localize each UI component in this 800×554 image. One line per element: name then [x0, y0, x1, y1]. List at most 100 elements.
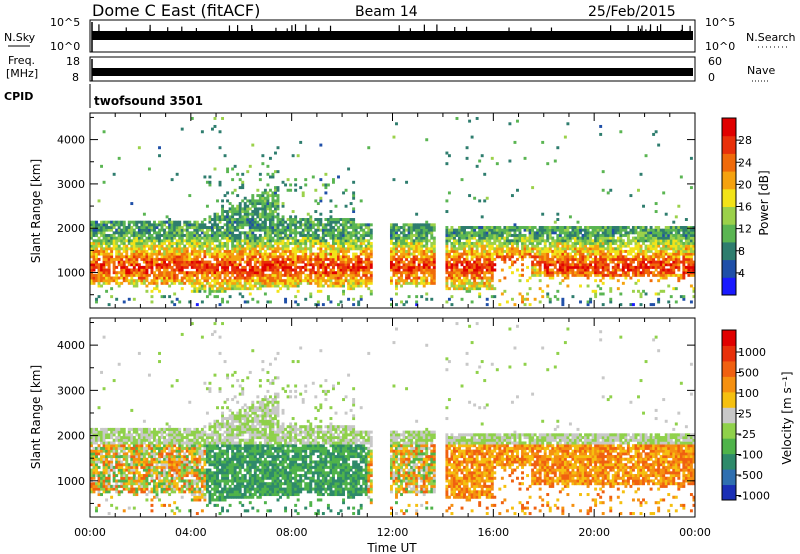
- power-cell: [286, 255, 290, 259]
- power-cell: [266, 255, 270, 259]
- power-cell: [311, 220, 315, 224]
- power-cell: [616, 257, 620, 261]
- power-cell: [349, 236, 353, 240]
- power-cell: [274, 239, 277, 243]
- power-cell: [299, 233, 303, 237]
- power-cell: [521, 233, 524, 237]
- power-cell: [163, 281, 167, 285]
- power-cell: [304, 273, 308, 277]
- power-cell: [475, 255, 479, 259]
- power-cell: [218, 220, 222, 224]
- power-cell: [122, 247, 126, 251]
- power-cell: [445, 263, 449, 267]
- power-cell: [538, 279, 542, 283]
- power-cell: [334, 228, 338, 232]
- power-cell: [662, 247, 666, 251]
- power-cell: [337, 273, 340, 277]
- power-cell: [253, 236, 257, 240]
- power-cell: [352, 244, 356, 248]
- power-cell: [314, 241, 318, 245]
- power-cell: [354, 241, 358, 245]
- power-cell: [115, 252, 119, 256]
- power-cell: [140, 223, 144, 227]
- power-cell: [258, 271, 262, 275]
- power-cell: [216, 236, 219, 240]
- power-cell: [175, 226, 179, 229]
- power-cell: [407, 233, 411, 237]
- power-cell: [233, 188, 237, 192]
- power-cell: [488, 236, 492, 240]
- power-cell: [430, 231, 434, 235]
- power-cell: [369, 292, 373, 296]
- power-cell: [596, 241, 600, 245]
- power-cell: [291, 236, 295, 240]
- power-cell: [193, 236, 197, 240]
- power-cell: [276, 223, 280, 227]
- power-cell: [105, 271, 109, 275]
- power-cell: [430, 268, 434, 272]
- power-cell: [110, 220, 114, 224]
- power-cell: [261, 247, 265, 251]
- power-cell: [669, 241, 673, 245]
- power-cell: [243, 284, 247, 288]
- power-cell: [97, 263, 101, 267]
- power-cell: [447, 233, 451, 237]
- power-cell: [127, 228, 131, 232]
- power-cell: [654, 226, 658, 229]
- power-cell: [286, 279, 290, 283]
- power-cell: [669, 247, 673, 251]
- power-cell: [485, 260, 489, 264]
- power-cell: [601, 268, 605, 272]
- power-cell: [246, 276, 250, 280]
- power-cell: [427, 257, 431, 261]
- power-cell: [601, 252, 605, 256]
- power-cell: [231, 247, 235, 251]
- power-cell: [112, 172, 116, 176]
- power-cell: [503, 289, 507, 293]
- power-cell: [523, 239, 527, 243]
- power-cell: [110, 247, 114, 251]
- power-cell: [324, 281, 328, 285]
- power-cell: [475, 257, 479, 261]
- power-cell: [241, 239, 245, 243]
- power-cell: [410, 257, 414, 261]
- power-cell: [231, 207, 235, 211]
- power-cell: [105, 223, 109, 227]
- power-cell: [105, 281, 109, 285]
- power-cell: [422, 228, 426, 232]
- power-cell: [551, 271, 555, 275]
- power-cell: [644, 265, 648, 269]
- power-cell: [674, 247, 678, 251]
- power-cell: [236, 281, 240, 285]
- power-cell: [604, 263, 608, 267]
- power-cell: [460, 226, 464, 229]
- power-cell: [589, 271, 593, 275]
- power-cell: [163, 279, 167, 283]
- power-cell: [642, 231, 645, 235]
- power-cell: [95, 239, 98, 243]
- power-cell: [258, 202, 262, 206]
- power-cell: [228, 287, 232, 291]
- power-cell: [407, 271, 411, 275]
- power-cell: [432, 241, 436, 245]
- power-cell: [314, 281, 318, 285]
- power-cell: [589, 249, 593, 253]
- power-cell: [558, 257, 562, 261]
- power-cell: [430, 260, 434, 264]
- power-cell: [367, 228, 371, 232]
- power-cell: [347, 265, 351, 269]
- power-cell: [402, 268, 406, 272]
- power-cell: [319, 257, 323, 261]
- power-cell: [319, 223, 323, 227]
- power-cell: [294, 228, 298, 232]
- power-cell: [415, 231, 419, 235]
- power-cell: [510, 228, 514, 232]
- power-cell: [117, 284, 121, 288]
- power-cell: [342, 239, 346, 243]
- power-cell: [153, 281, 156, 285]
- power-cell: [566, 273, 570, 277]
- power-cell: [402, 241, 406, 245]
- power-cell: [677, 273, 681, 277]
- power-cell: [674, 236, 678, 240]
- power-cell: [140, 233, 144, 237]
